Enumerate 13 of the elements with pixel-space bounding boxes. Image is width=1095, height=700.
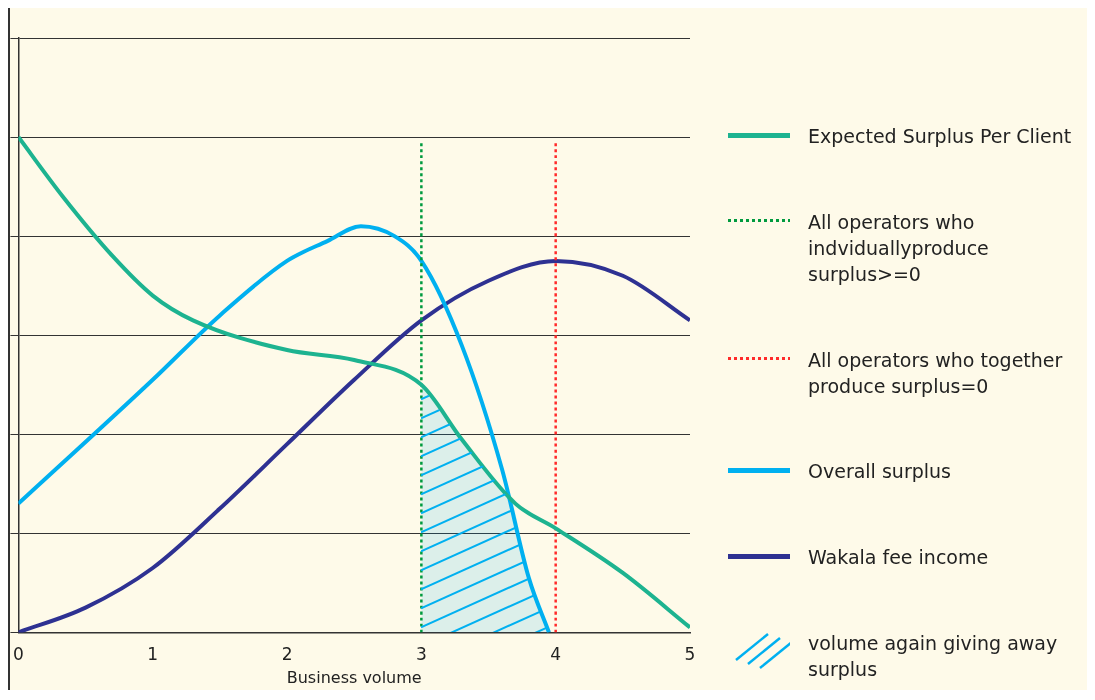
x-tick-label: 2 (281, 644, 293, 665)
legend-label: All operators who together produce surplus=0 (808, 347, 1064, 399)
legend-label: volume again giving away surplus (808, 631, 1059, 682)
x-tick-label: 0 (12, 644, 24, 665)
x-tick-label: 5 (684, 644, 696, 665)
x-axis-title: Business volume (286, 667, 422, 687)
x-tick-label: 3 (415, 644, 427, 665)
legend-label: Expected Surplus Per Client (808, 124, 1073, 149)
legend-label: Overall surplus (808, 459, 952, 485)
legend-label: Wakala fee income (808, 545, 990, 571)
x-tick-label: 4 (550, 644, 562, 665)
legend-label: All operators who indviduallyproduce surplus>=0 (808, 209, 990, 287)
x-tick-label: 1 (147, 644, 159, 665)
